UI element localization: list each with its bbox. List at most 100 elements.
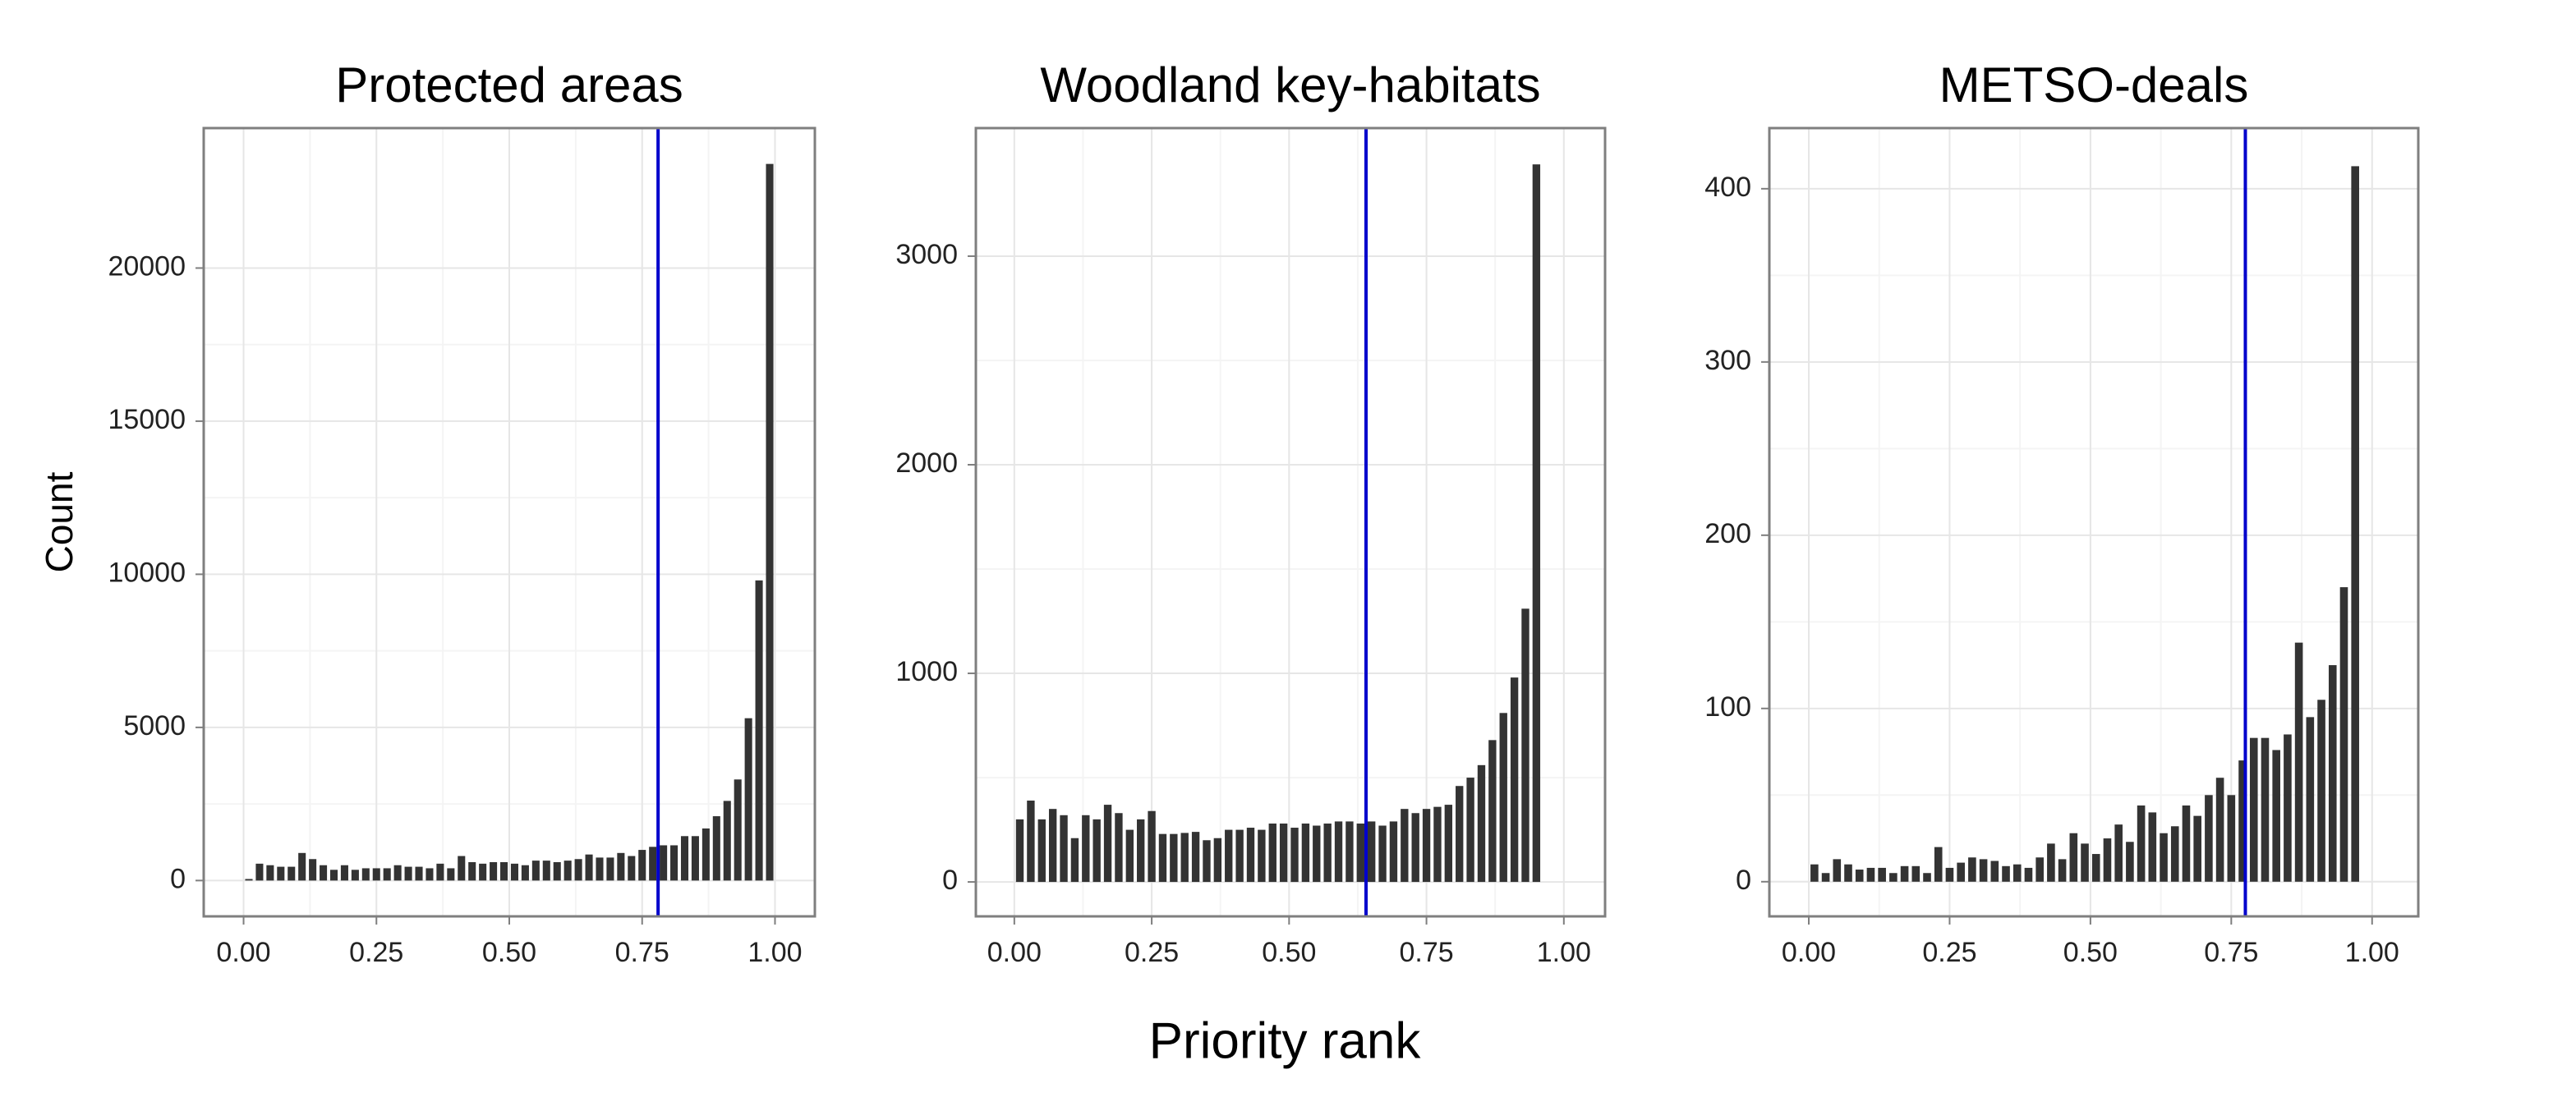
- histogram-bar: [2249, 737, 2258, 882]
- y-tick-label: 15000: [108, 404, 186, 435]
- histogram-bar: [1092, 819, 1101, 883]
- histogram-bar: [2294, 642, 2303, 882]
- x-tick-label: 1.00: [748, 937, 802, 968]
- histogram-bar: [1246, 828, 1255, 883]
- histogram-bar: [2328, 665, 2337, 882]
- y-tick-label: 5000: [123, 710, 186, 741]
- x-tick-label: 0.25: [349, 937, 403, 968]
- histogram-bar: [691, 836, 699, 881]
- y-tick-label: 0: [1736, 865, 1751, 896]
- y-tick-label: 300: [1704, 345, 1751, 376]
- histogram-bar: [1180, 833, 1189, 883]
- histogram-bar: [2272, 750, 2280, 882]
- histogram-bar: [1235, 829, 1244, 883]
- x-tick-label: 1.00: [2345, 937, 2399, 968]
- y-axis-label: Count: [38, 471, 80, 572]
- histogram-bar: [2215, 778, 2224, 882]
- histogram-bar: [1103, 805, 1112, 883]
- histogram-bar: [766, 163, 774, 881]
- histogram-bar: [1878, 867, 1886, 882]
- chart-title: Woodland key-habitats: [1040, 57, 1540, 112]
- histogram-bar: [1048, 809, 1057, 883]
- histogram-bar: [617, 852, 625, 881]
- histogram-bar: [2284, 734, 2292, 882]
- histogram-bar: [436, 863, 444, 881]
- histogram-bar: [1313, 825, 1321, 883]
- histogram-bar: [404, 866, 412, 881]
- histogram-bar: [1015, 819, 1024, 883]
- histogram-bar: [1957, 862, 1965, 882]
- panel: 0.00 0.25 0.50 0.75 1.00 0 100 200 300 400 METSO-d…: [1704, 57, 2420, 968]
- histogram-bar: [245, 879, 253, 881]
- histogram-bar: [1866, 867, 1875, 882]
- histogram-bar: [2339, 587, 2348, 882]
- histogram-bar: [1889, 873, 1898, 882]
- histogram-bar: [553, 861, 561, 881]
- histogram-bar: [1037, 819, 1046, 883]
- histogram-bar: [1532, 164, 1541, 883]
- histogram-bar: [649, 847, 657, 881]
- histogram-bar: [2261, 737, 2270, 882]
- histogram-bar: [521, 865, 529, 881]
- histogram-bar: [1945, 867, 1954, 882]
- histogram-bar: [393, 865, 402, 881]
- histogram-bar: [288, 866, 296, 881]
- x-tick-label: 0.25: [1922, 937, 1976, 968]
- histogram-bar: [1389, 821, 1398, 883]
- histogram-bar: [2081, 843, 2089, 882]
- histogram-bar: [1323, 823, 1332, 883]
- histogram-bar: [1444, 805, 1453, 883]
- histogram-bar: [596, 857, 604, 881]
- histogram-bar: [1411, 813, 1419, 883]
- histogram-bar: [415, 866, 423, 881]
- histogram-bar: [1990, 861, 1999, 882]
- x-tick-label: 0.25: [1125, 937, 1179, 968]
- histogram-bar: [383, 868, 391, 881]
- histogram-bar: [372, 868, 380, 881]
- histogram-bar: [340, 865, 348, 881]
- histogram-bar: [1137, 819, 1145, 883]
- histogram-bar: [1125, 829, 1134, 883]
- histogram-bar: [1810, 864, 1819, 882]
- y-tick-label: 0: [170, 863, 186, 894]
- histogram-bar: [1170, 833, 1178, 883]
- histogram-bar: [1855, 870, 1864, 882]
- histogram-bar: [2182, 805, 2191, 882]
- histogram-bar: [1115, 813, 1123, 883]
- chart-title: Protected areas: [335, 57, 683, 112]
- histogram-bar: [2024, 867, 2033, 882]
- histogram-bar: [468, 861, 476, 881]
- histogram-bar: [585, 854, 593, 881]
- histogram-bar: [1466, 778, 1474, 883]
- histogram-bar: [2148, 812, 2157, 882]
- histogram-bar: [2193, 815, 2201, 882]
- histogram-bar: [670, 845, 678, 881]
- y-tick-label: 2000: [895, 448, 958, 479]
- histogram-bar: [2317, 700, 2325, 882]
- histogram-bar: [1213, 838, 1222, 883]
- histogram-bar: [1934, 847, 1943, 882]
- x-tick-label: 0.00: [216, 937, 270, 968]
- histogram-bar: [1911, 865, 1920, 882]
- histogram-bar: [723, 801, 731, 881]
- histogram-bar: [277, 866, 285, 881]
- histogram-bar: [2306, 717, 2315, 882]
- histogram-bar: [1258, 829, 1266, 883]
- histogram-bar: [638, 850, 646, 881]
- histogram-bar: [680, 836, 689, 881]
- histogram-bar: [1521, 608, 1530, 883]
- histogram-bar: [755, 580, 763, 881]
- histogram-bar: [1821, 873, 1830, 882]
- histogram-bar: [1433, 806, 1442, 883]
- histogram-bar: [1499, 713, 1507, 883]
- histogram-bar: [734, 779, 742, 881]
- histogram-bar: [1070, 838, 1079, 883]
- histogram-bar: [458, 856, 466, 881]
- histogram-bar: [479, 863, 487, 881]
- histogram-bar: [744, 718, 752, 881]
- histogram-bar: [1900, 865, 1909, 882]
- histogram-bar: [1225, 829, 1233, 883]
- panel: 0.00 0.25 0.50 0.75 1.00 0 5000 10000 15000 20000…: [38, 57, 816, 968]
- histogram-bar: [1488, 740, 1497, 883]
- histogram-bar: [500, 861, 508, 881]
